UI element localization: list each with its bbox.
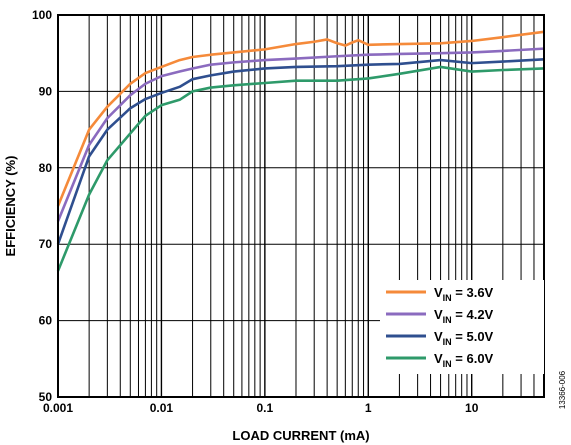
legend-entry: VIN = 5.0V: [434, 329, 494, 347]
y-tick-label: 60: [39, 314, 53, 328]
y-tick-label: 50: [39, 390, 53, 404]
legend: VIN = 3.6V VIN = 4.2V VIN = 5.0V VIN = 6.0V: [380, 280, 544, 374]
x-tick-label: 0.1: [257, 401, 274, 415]
y-tick-labels: 50 60 70 80 90 100: [32, 8, 52, 404]
legend-entry: VIN = 4.2V: [434, 307, 494, 325]
x-tick-label: 0.01: [150, 401, 174, 415]
x-tick-label: 1: [365, 401, 372, 415]
x-tick-labels: 0.001 0.01 0.1 1 10: [43, 401, 479, 415]
x-tick-label: 10: [465, 401, 479, 415]
series-line: [56, 58, 545, 245]
x-axis-label: LOAD CURRENT (mA): [232, 428, 369, 443]
y-tick-label: 80: [39, 161, 53, 175]
series-line: [56, 47, 545, 222]
figure-id: 13366-006: [558, 370, 567, 409]
series-lines: [56, 30, 545, 272]
series-line: [56, 65, 545, 272]
y-axis-label: EFFICIENCY (%): [3, 156, 18, 257]
x-tick-label: 0.001: [43, 401, 73, 415]
plot-frame: [57, 14, 545, 398]
series-line: [56, 30, 545, 207]
y-tick-label: 100: [32, 8, 52, 22]
y-tick-label: 70: [39, 237, 53, 251]
legend-entry: VIN = 6.0V: [434, 351, 494, 369]
y-tick-label: 90: [39, 84, 53, 98]
legend-entry: VIN = 3.6V: [434, 285, 494, 303]
